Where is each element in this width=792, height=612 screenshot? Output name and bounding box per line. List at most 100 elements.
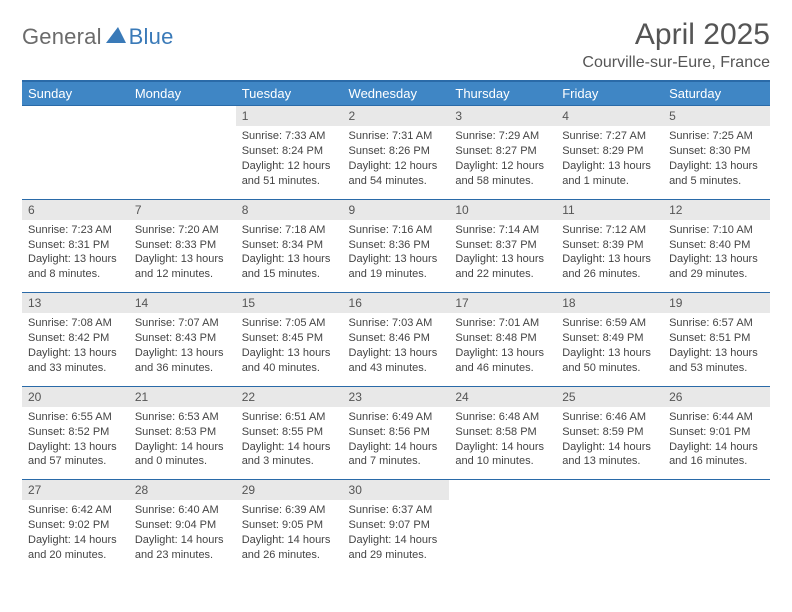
sunset-text: Sunset: 8:58 PM bbox=[455, 425, 550, 440]
day-number: 5 bbox=[663, 106, 770, 126]
weekday-header: Saturday bbox=[663, 81, 770, 106]
daylight-text: Daylight: 13 hours and 1 minute. bbox=[562, 159, 657, 189]
sunrise-text: Sunrise: 7:27 AM bbox=[562, 129, 657, 144]
sunset-text: Sunset: 8:55 PM bbox=[242, 425, 337, 440]
sunrise-text: Sunrise: 7:16 AM bbox=[349, 223, 444, 238]
calendar-day-cell: 5Sunrise: 7:25 AMSunset: 8:30 PMDaylight… bbox=[663, 106, 770, 200]
day-number: 20 bbox=[22, 387, 129, 407]
sunset-text: Sunset: 8:46 PM bbox=[349, 331, 444, 346]
sunset-text: Sunset: 8:52 PM bbox=[28, 425, 123, 440]
month-title: April 2025 bbox=[582, 18, 770, 52]
day-number: 10 bbox=[449, 200, 556, 220]
sunset-text: Sunset: 8:36 PM bbox=[349, 238, 444, 253]
sunrise-text: Sunrise: 6:59 AM bbox=[562, 316, 657, 331]
sunrise-text: Sunrise: 6:51 AM bbox=[242, 410, 337, 425]
sunrise-text: Sunrise: 7:07 AM bbox=[135, 316, 230, 331]
sunrise-text: Sunrise: 6:37 AM bbox=[349, 503, 444, 518]
weekday-header: Sunday bbox=[22, 81, 129, 106]
daylight-text: Daylight: 13 hours and 26 minutes. bbox=[562, 252, 657, 282]
logo: General Blue bbox=[22, 24, 174, 50]
day-number: 15 bbox=[236, 293, 343, 313]
header: General Blue April 2025 Courville-sur-Eu… bbox=[22, 18, 770, 72]
calendar-week-row: 6Sunrise: 7:23 AMSunset: 8:31 PMDaylight… bbox=[22, 199, 770, 293]
day-number: 2 bbox=[343, 106, 450, 126]
sunset-text: Sunset: 9:07 PM bbox=[349, 518, 444, 533]
day-details: Sunrise: 6:44 AMSunset: 9:01 PMDaylight:… bbox=[663, 407, 770, 479]
calendar-day-cell: 3Sunrise: 7:29 AMSunset: 8:27 PMDaylight… bbox=[449, 106, 556, 200]
calendar-day-cell: 11Sunrise: 7:12 AMSunset: 8:39 PMDayligh… bbox=[556, 199, 663, 293]
sunrise-text: Sunrise: 7:08 AM bbox=[28, 316, 123, 331]
day-number: 17 bbox=[449, 293, 556, 313]
day-number: 30 bbox=[343, 480, 450, 500]
calendar-day-cell: .. bbox=[556, 480, 663, 573]
location: Courville-sur-Eure, France bbox=[582, 54, 770, 72]
daylight-text: Daylight: 13 hours and 57 minutes. bbox=[28, 440, 123, 470]
day-number: 14 bbox=[129, 293, 236, 313]
day-details: Sunrise: 7:33 AMSunset: 8:24 PMDaylight:… bbox=[236, 126, 343, 198]
day-number: 7 bbox=[129, 200, 236, 220]
weekday-header-row: SundayMondayTuesdayWednesdayThursdayFrid… bbox=[22, 81, 770, 106]
day-details: Sunrise: 7:20 AMSunset: 8:33 PMDaylight:… bbox=[129, 220, 236, 292]
sunrise-text: Sunrise: 7:05 AM bbox=[242, 316, 337, 331]
day-details: Sunrise: 6:49 AMSunset: 8:56 PMDaylight:… bbox=[343, 407, 450, 479]
day-number: 3 bbox=[449, 106, 556, 126]
daylight-text: Daylight: 14 hours and 20 minutes. bbox=[28, 533, 123, 563]
day-details: Sunrise: 7:23 AMSunset: 8:31 PMDaylight:… bbox=[22, 220, 129, 292]
calendar-body: ....1Sunrise: 7:33 AMSunset: 8:24 PMDayl… bbox=[22, 106, 770, 573]
calendar-week-row: ....1Sunrise: 7:33 AMSunset: 8:24 PMDayl… bbox=[22, 106, 770, 200]
day-details: Sunrise: 7:10 AMSunset: 8:40 PMDaylight:… bbox=[663, 220, 770, 292]
calendar-day-cell: 14Sunrise: 7:07 AMSunset: 8:43 PMDayligh… bbox=[129, 293, 236, 387]
sunset-text: Sunset: 8:51 PM bbox=[669, 331, 764, 346]
day-number: 23 bbox=[343, 387, 450, 407]
calendar-day-cell: 29Sunrise: 6:39 AMSunset: 9:05 PMDayligh… bbox=[236, 480, 343, 573]
weekday-header: Tuesday bbox=[236, 81, 343, 106]
calendar-day-cell: .. bbox=[129, 106, 236, 200]
calendar-day-cell: 7Sunrise: 7:20 AMSunset: 8:33 PMDaylight… bbox=[129, 199, 236, 293]
daylight-text: Daylight: 14 hours and 3 minutes. bbox=[242, 440, 337, 470]
day-number: 1 bbox=[236, 106, 343, 126]
sunset-text: Sunset: 8:42 PM bbox=[28, 331, 123, 346]
sunset-text: Sunset: 8:48 PM bbox=[455, 331, 550, 346]
sunset-text: Sunset: 8:29 PM bbox=[562, 144, 657, 159]
sunset-text: Sunset: 8:39 PM bbox=[562, 238, 657, 253]
calendar-day-cell: 4Sunrise: 7:27 AMSunset: 8:29 PMDaylight… bbox=[556, 106, 663, 200]
sunrise-text: Sunrise: 7:03 AM bbox=[349, 316, 444, 331]
day-details: Sunrise: 7:27 AMSunset: 8:29 PMDaylight:… bbox=[556, 126, 663, 198]
sunrise-text: Sunrise: 7:29 AM bbox=[455, 129, 550, 144]
sunset-text: Sunset: 8:56 PM bbox=[349, 425, 444, 440]
day-details: Sunrise: 7:07 AMSunset: 8:43 PMDaylight:… bbox=[129, 313, 236, 385]
day-details: Sunrise: 6:59 AMSunset: 8:49 PMDaylight:… bbox=[556, 313, 663, 385]
sunrise-text: Sunrise: 6:39 AM bbox=[242, 503, 337, 518]
day-number: 11 bbox=[556, 200, 663, 220]
weekday-header: Monday bbox=[129, 81, 236, 106]
daylight-text: Daylight: 13 hours and 43 minutes. bbox=[349, 346, 444, 376]
calendar-day-cell: 12Sunrise: 7:10 AMSunset: 8:40 PMDayligh… bbox=[663, 199, 770, 293]
day-number: 12 bbox=[663, 200, 770, 220]
calendar-day-cell: 8Sunrise: 7:18 AMSunset: 8:34 PMDaylight… bbox=[236, 199, 343, 293]
daylight-text: Daylight: 13 hours and 50 minutes. bbox=[562, 346, 657, 376]
daylight-text: Daylight: 14 hours and 10 minutes. bbox=[455, 440, 550, 470]
sunrise-text: Sunrise: 7:33 AM bbox=[242, 129, 337, 144]
day-details: Sunrise: 7:12 AMSunset: 8:39 PMDaylight:… bbox=[556, 220, 663, 292]
daylight-text: Daylight: 13 hours and 29 minutes. bbox=[669, 252, 764, 282]
day-details: Sunrise: 6:39 AMSunset: 9:05 PMDaylight:… bbox=[236, 500, 343, 572]
calendar-day-cell: 1Sunrise: 7:33 AMSunset: 8:24 PMDaylight… bbox=[236, 106, 343, 200]
day-number: 27 bbox=[22, 480, 129, 500]
day-number: 16 bbox=[343, 293, 450, 313]
day-details: Sunrise: 7:03 AMSunset: 8:46 PMDaylight:… bbox=[343, 313, 450, 385]
sunrise-text: Sunrise: 7:12 AM bbox=[562, 223, 657, 238]
day-details: Sunrise: 6:53 AMSunset: 8:53 PMDaylight:… bbox=[129, 407, 236, 479]
daylight-text: Daylight: 14 hours and 29 minutes. bbox=[349, 533, 444, 563]
day-details: Sunrise: 6:51 AMSunset: 8:55 PMDaylight:… bbox=[236, 407, 343, 479]
day-details: Sunrise: 6:57 AMSunset: 8:51 PMDaylight:… bbox=[663, 313, 770, 385]
day-details: Sunrise: 6:48 AMSunset: 8:58 PMDaylight:… bbox=[449, 407, 556, 479]
sunset-text: Sunset: 8:37 PM bbox=[455, 238, 550, 253]
sunrise-text: Sunrise: 6:44 AM bbox=[669, 410, 764, 425]
daylight-text: Daylight: 13 hours and 53 minutes. bbox=[669, 346, 764, 376]
daylight-text: Daylight: 14 hours and 7 minutes. bbox=[349, 440, 444, 470]
sunset-text: Sunset: 8:24 PM bbox=[242, 144, 337, 159]
day-details: Sunrise: 6:40 AMSunset: 9:04 PMDaylight:… bbox=[129, 500, 236, 572]
day-number: 19 bbox=[663, 293, 770, 313]
weekday-header: Wednesday bbox=[343, 81, 450, 106]
sunrise-text: Sunrise: 6:57 AM bbox=[669, 316, 764, 331]
